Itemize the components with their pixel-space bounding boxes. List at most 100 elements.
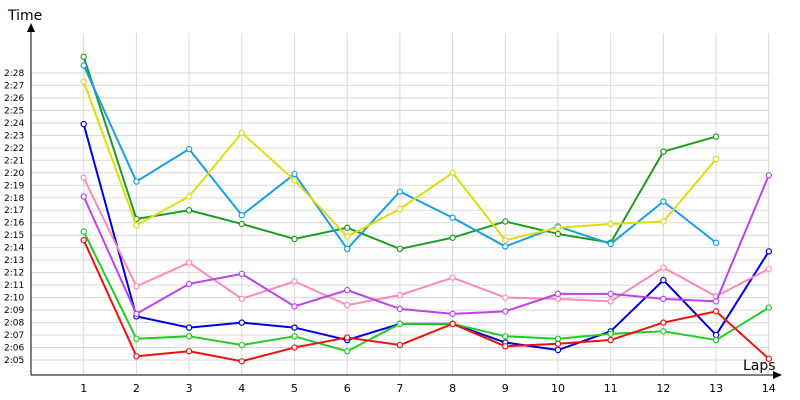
y-tick-label: 2:23: [4, 131, 24, 141]
data-point: [607, 240, 614, 248]
data-point: [712, 133, 720, 140]
data-point: [660, 264, 667, 271]
data-point: [344, 348, 351, 355]
data-point: [133, 353, 140, 360]
data-point: [133, 335, 140, 343]
x-tick-label: 8: [449, 382, 456, 395]
y-tick-label: 2:10: [4, 294, 24, 304]
y-tick-labels: 2:05 2:06 2:07 2:08 2:09 2:10 2:11 2:12 2:13 2:14…: [4, 69, 24, 366]
data-point: [80, 120, 87, 128]
x-tick-label: 10: [551, 382, 565, 395]
data-point: [344, 233, 351, 240]
data-point: [80, 174, 87, 181]
y-tick-label: 2:08: [4, 319, 24, 329]
series-3: [80, 78, 720, 244]
x-tick-label: 12: [656, 382, 670, 395]
data-point: [660, 198, 667, 205]
data-point: [449, 214, 456, 221]
data-point: [607, 220, 614, 228]
data-point: [502, 308, 509, 315]
data-point: [712, 155, 720, 163]
data-point: [449, 169, 456, 176]
data-point: [344, 245, 351, 253]
y-axis-title: Time: [7, 8, 42, 24]
y-tick-label: 2:15: [4, 231, 24, 241]
data-point: [502, 294, 509, 301]
x-tick-label: 6: [344, 382, 351, 395]
series-layer: [80, 53, 773, 365]
series-6: [80, 172, 773, 318]
data-point: [185, 333, 193, 340]
series-4: [80, 120, 773, 354]
series-2: [80, 62, 720, 253]
series-line: [82, 177, 770, 307]
y-tick-label: 2:12: [4, 269, 24, 279]
y-tick-label: 2:14: [4, 244, 24, 254]
data-point: [291, 333, 298, 340]
data-point: [449, 320, 456, 328]
y-tick-label: 2:24: [4, 119, 24, 129]
data-point: [291, 324, 298, 331]
data-point: [765, 265, 773, 273]
data-point: [502, 218, 509, 225]
data-point: [185, 324, 193, 331]
x-tick-label: 1: [80, 382, 87, 395]
y-tick-label: 2:28: [4, 69, 24, 79]
data-point: [133, 310, 140, 318]
data-point: [765, 172, 773, 179]
x-tick-label: 11: [604, 382, 618, 395]
data-point: [80, 236, 87, 244]
data-point: [344, 334, 351, 341]
x-tick-label: 14: [762, 382, 776, 395]
y-tick-label: 2:26: [4, 94, 24, 104]
x-axis-title: Laps: [743, 358, 776, 374]
data-point: [80, 193, 87, 200]
data-point: [712, 336, 720, 344]
data-point: [133, 222, 140, 229]
x-tick-label: 4: [238, 382, 245, 395]
data-point: [344, 286, 351, 294]
data-point: [449, 274, 456, 281]
data-point: [502, 333, 509, 340]
data-point: [765, 248, 773, 255]
data-point: [291, 177, 298, 184]
x-tick-label: 5: [291, 382, 298, 395]
data-point: [712, 239, 720, 246]
data-point: [344, 224, 351, 231]
data-point: [502, 243, 509, 250]
data-point: [238, 220, 245, 228]
y-tick-label: 2:17: [4, 206, 24, 216]
x-axis-arrow-icon: [773, 371, 782, 379]
data-point: [502, 236, 509, 244]
data-point: [80, 228, 87, 235]
data-point: [291, 170, 298, 178]
y-tick-label: 2:07: [4, 331, 24, 341]
data-point: [502, 343, 509, 350]
data-point: [238, 129, 245, 137]
y-axis-arrow-icon: [27, 23, 35, 32]
data-point: [607, 290, 614, 298]
data-point: [396, 188, 404, 195]
y-tick-label: 2:13: [4, 256, 24, 266]
data-point: [185, 348, 193, 355]
series-line: [82, 123, 770, 352]
x-tick-label: 9: [502, 382, 509, 395]
data-point: [291, 303, 298, 310]
data-point: [660, 148, 667, 155]
data-point: [396, 245, 404, 253]
data-point: [660, 319, 667, 326]
x-tick-labels: 1 2 3 4 5 6 7 8 9 10 11 12 13 14: [80, 382, 776, 395]
data-point: [449, 234, 456, 241]
data-point: [80, 78, 87, 85]
x-tick-label: 7: [396, 382, 403, 395]
data-point: [396, 205, 404, 213]
data-point: [660, 276, 667, 284]
data-point: [291, 235, 298, 243]
data-point: [185, 259, 193, 266]
data-point: [291, 278, 298, 285]
y-tick-label: 2:18: [4, 194, 24, 204]
y-tick-label: 2:22: [4, 144, 24, 154]
y-tick-label: 2:20: [4, 169, 24, 179]
y-tick-label: 2:21: [4, 156, 24, 166]
